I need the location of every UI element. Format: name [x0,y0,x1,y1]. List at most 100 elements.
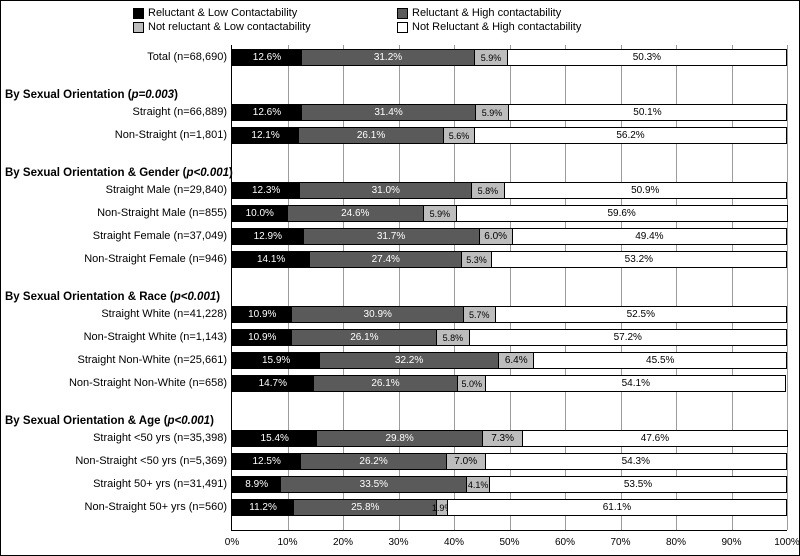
bar-row: 14.1%27.4%5.3%53.2% [232,251,787,268]
group-header-pvalue: p=0.003 [132,89,175,101]
bar-segment: 7.0% [447,453,486,470]
legend-label: Reluctant & High contactability [412,7,561,19]
x-tick-label: 50% [499,537,519,548]
x-tick-label: 100% [774,537,800,548]
group-header-pvalue: p<0.001 [186,167,229,179]
bar-segment: 5.9% [475,49,508,66]
bar-segment: 59.6% [457,205,788,222]
x-tick-label: 0% [225,537,239,548]
bar-segment: 12.6% [232,49,302,66]
row-label: Non-Straight Female (n=946) [5,251,227,268]
bar-row: 12.6%31.4%5.9%50.1% [232,104,787,121]
bar-segment: 5.9% [424,205,457,222]
row-label: Straight 50+ yrs (n=31,491) [5,476,227,493]
bar-segment: 53.5% [490,476,787,493]
x-tick-label: 70% [610,537,630,548]
group-header-pvalue: p<0.001 [168,415,211,427]
bar-segment: 5.6% [444,127,475,144]
bar-segment: 31.4% [302,104,476,121]
bar-segment: 27.4% [310,251,462,268]
bar-segment: 15.9% [232,352,320,369]
bar-segment: 52.5% [496,306,787,323]
grid-line [787,45,788,530]
bar-segment: 45.5% [534,352,787,369]
row-label: Non-Straight White (n=1,143) [5,329,227,346]
x-tick-label: 60% [555,537,575,548]
bar-segment: 1.9% [437,499,448,516]
bar-segment: 12.9% [232,228,304,245]
bar-segment: 31.7% [304,228,480,245]
bar-segment: 5.7% [464,306,496,323]
bar-segment: 26.1% [292,329,437,346]
plot-area: 0%10%20%30%40%50%60%70%80%90%100%12.6%31… [231,45,787,531]
group-header-text: By Sexual Orientation & Race ( [5,291,174,303]
bar-row: 15.9%32.2%6.4%45.5% [232,352,787,369]
bar-segment: 12.5% [232,453,301,470]
bar-segment: 14.7% [232,375,314,392]
bar-segment: 30.9% [292,306,463,323]
bar-segment: 47.6% [523,430,787,447]
bar-segment: 12.3% [232,182,300,199]
legend-item: Reluctant & High contactability [397,7,667,19]
row-label: Straight Male (n=29,840) [5,182,227,199]
bar-row: 12.1%26.1%5.6%56.2% [232,127,787,144]
bar-row: 11.2%25.8%1.9%61.1% [232,499,787,516]
bar-row: 10.9%30.9%5.7%52.5% [232,306,787,323]
bar-segment: 15.4% [232,430,317,447]
row-label: Straight White (n=41,228) [5,306,227,323]
group-header: By Sexual Orientation (p=0.003) [5,88,178,102]
bar-segment: 7.3% [483,430,524,447]
bar-segment: 6.0% [480,228,513,245]
bar-segment: 10.0% [232,205,288,222]
bar-segment: 4.1% [467,476,490,493]
row-label: Straight <50 yrs (n=35,398) [5,430,227,447]
bar-segment: 5.8% [472,182,504,199]
group-header-text: By Sexual Orientation ( [5,89,132,101]
group-header-suffix: ) [216,291,220,303]
x-tick-label: 90% [721,537,741,548]
row-label: Straight (n=66,889) [5,104,227,121]
bar-segment: 53.2% [492,251,787,268]
bar-segment: 24.6% [288,205,425,222]
bar-segment: 50.9% [505,182,787,199]
bar-segment: 31.2% [302,49,475,66]
bar-row: 8.9%33.5%4.1%53.5% [232,476,787,493]
bar-segment: 54.3% [486,453,787,470]
bar-segment: 5.3% [462,251,491,268]
legend: Reluctant & Low Contactability Reluctant … [7,7,793,33]
legend-swatch [133,8,144,19]
row-label: Non-Straight Male (n=855) [5,205,227,222]
bar-row: 12.9%31.7%6.0%49.4% [232,228,787,245]
row-label: Total (n=68,690) [5,49,227,66]
x-tick-label: 10% [277,537,297,548]
legend-swatch [397,8,408,19]
bar-segment: 10.9% [232,306,292,323]
legend-item: Reluctant & Low Contactability [133,7,393,19]
bar-row: 12.3%31.0%5.8%50.9% [232,182,787,199]
group-header-suffix: ) [174,89,178,101]
bar-segment: 8.9% [232,476,281,493]
bar-segment: 29.8% [317,430,482,447]
legend-item: Not reluctant & Low contactability [133,21,393,33]
bar-segment: 12.6% [232,104,302,121]
row-labels: Total (n=68,690)By Sexual Orientation (p… [5,45,227,531]
group-header: By Sexual Orientation & Gender (p<0.001) [5,166,233,180]
bar-segment: 14.1% [232,251,310,268]
bar-row: 12.5%26.2%7.0%54.3% [232,453,787,470]
row-label: Non-Straight (n=1,801) [5,127,227,144]
bar-segment: 32.2% [320,352,499,369]
bar-segment: 5.8% [437,329,469,346]
x-tick-label: 20% [333,537,353,548]
group-header: By Sexual Orientation & Race (p<0.001) [5,290,220,304]
group-header: By Sexual Orientation & Age (p<0.001) [5,414,214,428]
bar-segment: 5.0% [458,375,486,392]
x-tick-label: 40% [444,537,464,548]
legend-label: Not reluctant & Low contactability [148,21,311,33]
bar-segment: 11.2% [232,499,294,516]
bar-segment: 33.5% [281,476,467,493]
bar-segment: 49.4% [513,228,787,245]
bar-segment: 61.1% [448,499,787,516]
bar-segment: 26.1% [314,375,459,392]
group-header-text: By Sexual Orientation & Age ( [5,415,168,427]
bar-segment: 31.0% [300,182,472,199]
